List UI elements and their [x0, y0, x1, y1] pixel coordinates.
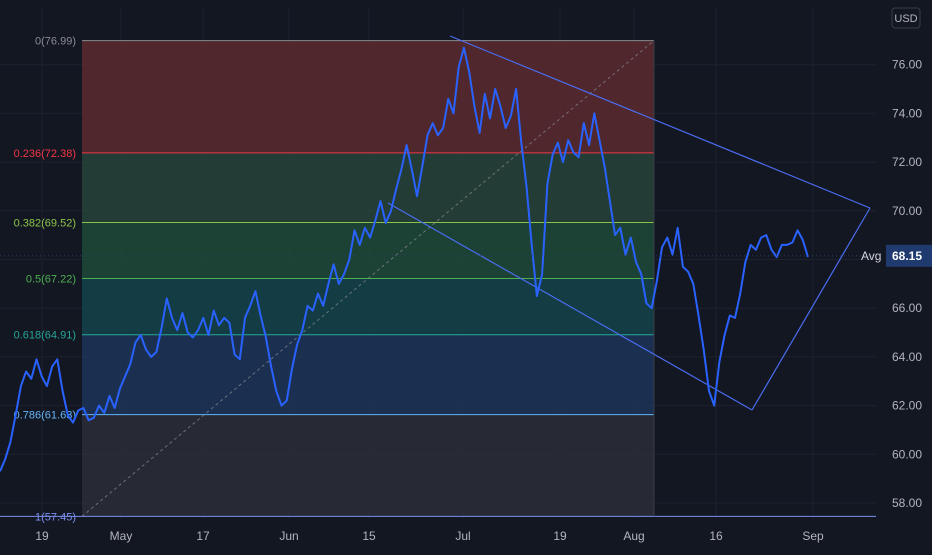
fib-zone: [82, 152, 654, 223]
y-tick-label: 58.00: [892, 496, 922, 510]
currency-button: [891, 7, 921, 29]
y-tick-label: 74.00: [892, 106, 922, 120]
lower-trend-line: [387, 202, 753, 411]
x-tick-label: 19: [553, 529, 567, 543]
fib-level-label: 1(57.45): [35, 511, 76, 523]
fib-level-label: 0.618(64.91): [14, 330, 76, 342]
x-tick-label: 16: [709, 529, 723, 543]
triangle-right-edge: [751, 207, 871, 411]
fib-zone: [82, 222, 654, 279]
x-tick-label: Sep: [802, 529, 824, 543]
fib-zone: [82, 334, 654, 415]
x-tick-label: May: [110, 529, 133, 543]
y-tick-label: 64.00: [892, 350, 922, 364]
upper-trend-line: [449, 35, 871, 209]
x-tick-label: 17: [196, 529, 210, 543]
y-tick-label: 60.00: [892, 447, 922, 461]
fib-zone: [82, 278, 654, 335]
x-tick-label: 15: [362, 529, 376, 543]
x-tick-label: 19: [35, 529, 49, 543]
x-tick-label: Jun: [279, 529, 298, 543]
avg-label: Avg: [861, 249, 881, 263]
y-tick-label: 70.00: [892, 204, 922, 218]
fib-level-label: 0.382(69.52): [14, 217, 76, 229]
fib-level-label: 0.236(72.38): [14, 148, 76, 160]
y-tick-label: 72.00: [892, 155, 922, 169]
price-series-line: [0, 46, 809, 472]
currency-label: USD: [894, 13, 917, 25]
fib-level-label: 0(76.99): [35, 36, 76, 48]
y-tick-label: 76.00: [892, 58, 922, 72]
x-tick-label: Aug: [623, 529, 644, 543]
x-tick-label: Jul: [455, 529, 470, 543]
fib-zone: [82, 414, 654, 517]
y-tick-label: 66.00: [892, 301, 922, 315]
avg-value: 68.15: [892, 249, 922, 263]
fib-trend-diagonal: [81, 40, 655, 517]
fib-level-label: 0.786(61.63): [14, 410, 76, 422]
fib-zone: [82, 40, 654, 153]
y-tick-label: 62.00: [892, 399, 922, 413]
avg-badge: [886, 244, 932, 267]
fib-level-label: 0.5(67.22): [26, 273, 76, 285]
